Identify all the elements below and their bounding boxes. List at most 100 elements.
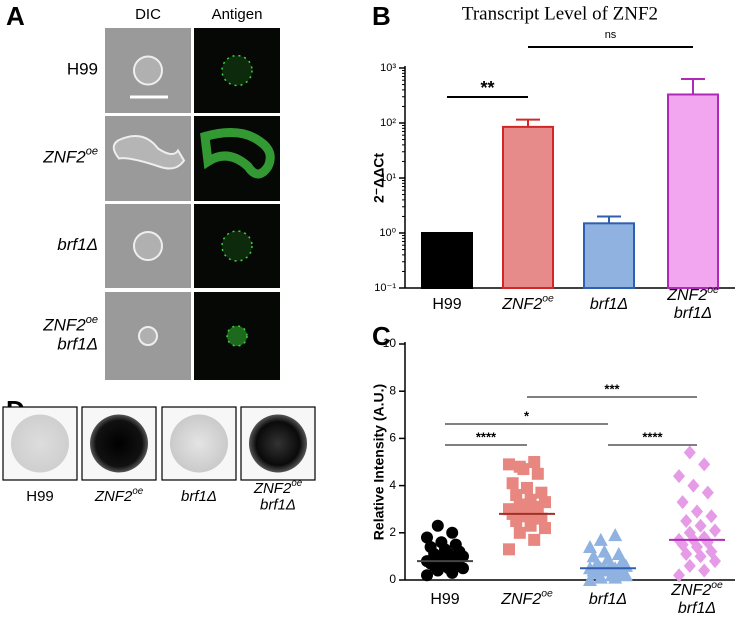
column-header: Antigen [212,6,263,23]
dot [431,519,444,532]
cell [138,326,158,346]
significance-label: **** [642,429,663,444]
cell-signal [200,128,275,179]
error-bar [681,78,705,95]
category-label: H99 [26,488,54,505]
dot [510,489,523,502]
error-bar [516,118,540,127]
panel-label: C [372,321,391,351]
dot [709,523,721,538]
dot [597,544,612,558]
dot [687,478,700,493]
cell-signal [221,54,253,87]
cell [133,55,163,86]
category-label: ZNF2oe [94,486,144,505]
category-label: ZNF2oe brf1Δ [42,314,98,354]
significance-label: **** [476,429,497,444]
dot [446,526,459,539]
category-label: H99 [432,296,461,313]
y-tick-label: 10⁰ [379,227,396,239]
category-label: brf1Δ [57,235,98,254]
dot [683,445,696,460]
category-label: H99 [67,60,98,79]
dot [673,568,685,583]
dot [435,536,448,549]
dot [513,460,526,473]
column-header: DIC [135,6,161,23]
dot [705,509,718,524]
y-tick-label: 4 [389,478,396,492]
dot [513,526,526,539]
chart-title: Transcript Level of ZNF2 [462,3,658,24]
dot [701,485,714,500]
y-axis-label: 2⁻ΔΔCt [371,153,387,203]
cell-signal [226,325,248,347]
dot [503,458,515,471]
dot [521,481,533,494]
blot-spot [90,414,148,473]
dot [531,467,544,480]
dot [528,500,541,513]
y-axis-label: Relative Intensity (A.U.) [371,384,387,540]
dot [680,514,693,528]
blot-spot [170,414,228,473]
category-label: H99 [430,591,459,608]
y-tick-label: 6 [389,431,396,445]
category-label: ZNF2oe brf1Δ [670,580,723,617]
cell [112,135,186,170]
dot [528,456,541,468]
dot [421,569,433,582]
blot-spot [11,414,69,473]
category-label: ZNF2oe [501,293,554,313]
dot [583,573,597,586]
y-tick-label: 10¹ [380,172,396,184]
y-tick-label: 10 [383,336,397,350]
dot [676,495,689,510]
significance-label: ** [480,78,494,98]
category-label: brf1Δ [589,591,627,608]
y-tick-label: 10³ [380,62,396,74]
cell [133,231,163,261]
dot [424,540,437,553]
dot [506,477,519,490]
cell-signal [221,230,253,262]
panel-label: B [372,1,391,31]
y-tick-label: 2 [389,525,396,539]
dot [528,533,541,546]
dot [698,563,711,578]
panel-label: A [6,1,25,31]
bar [583,222,635,290]
category-label: brf1Δ [181,488,217,505]
dot [593,532,608,546]
category-label: ZNF2oe brf1Δ [666,285,719,322]
dot [683,558,696,573]
significance-label: ns [605,29,617,41]
error-bar [597,215,621,224]
dot [449,538,462,551]
dot [524,493,537,506]
dot [694,518,707,533]
significance-label: *** [604,381,620,396]
dot [583,539,597,553]
blot-spot [249,414,307,473]
dot [698,457,711,472]
dot [524,519,537,532]
category-label: ZNF2oe brf1Δ [253,477,303,513]
category-label: ZNF2oe [42,146,98,167]
dot [673,469,685,484]
significance-label: * [524,408,530,423]
y-tick-label: 10⁻¹ [374,282,396,294]
dot [611,547,626,561]
dot [503,543,515,556]
category-label: ZNF2oe [500,588,553,608]
category-label: brf1Δ [590,296,628,313]
y-tick-label: 10² [380,117,396,129]
dot [615,554,630,568]
dot [421,531,433,544]
dot [539,496,551,509]
y-tick-label: 0 [389,572,396,586]
bar [421,232,473,289]
bar [667,93,719,289]
dot [513,498,526,511]
